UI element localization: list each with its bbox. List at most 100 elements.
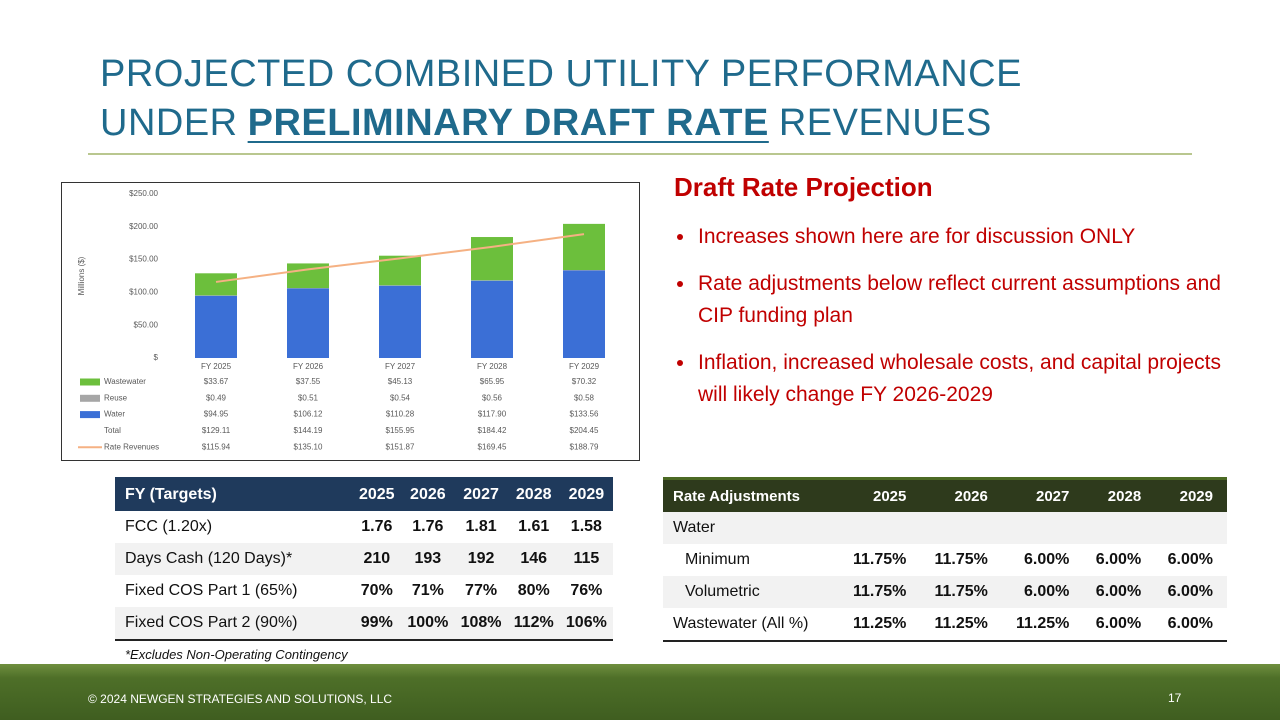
page-number: 17 [1168, 691, 1182, 705]
cell [1083, 512, 1156, 544]
y-tick-label: $100.00 [129, 288, 158, 297]
header-cell: 2029 [559, 477, 613, 511]
cell: 11.25% [920, 608, 1002, 642]
data-label: $94.95 [204, 410, 229, 419]
y-tick-label: $ [154, 353, 159, 362]
x-tick-label: FY 2028 [477, 362, 508, 371]
rate-table: Rate Adjustments 2025 2026 2027 2028 2029 Wate… [663, 477, 1227, 642]
header-row: Rate Adjustments 2025 2026 2027 2028 2029 [663, 477, 1227, 512]
legend-label: Wastewater [104, 377, 146, 386]
bar-segment [471, 280, 513, 358]
header-cell: FY (Targets) [115, 477, 353, 511]
bar-segment [379, 285, 421, 358]
cell: 11.75% [934, 551, 988, 568]
cell: 70% [360, 582, 393, 599]
row: Fixed COS Part 1 (65%) 70% 71% 77% 80% 76% [115, 575, 613, 607]
y-tick-label: $150.00 [129, 255, 158, 264]
data-label: $70.32 [572, 377, 597, 386]
header-cell: 2028 [507, 477, 560, 511]
data-label: $0.49 [206, 393, 227, 402]
cell: 1.81 [465, 518, 497, 535]
footer-band [0, 664, 1280, 720]
bar-segment [195, 295, 237, 358]
header-cell: 2028 [1083, 477, 1156, 512]
title: PROJECTED COMBINED UTILITY PERFORMANCE U… [100, 50, 1022, 148]
data-label: $110.28 [386, 410, 415, 419]
header-cell: 2027 [454, 477, 508, 511]
cell: 210 [352, 543, 402, 575]
legend-swatch [80, 394, 100, 402]
cell: 11.75% [920, 576, 1002, 608]
header-cell: 2026 [920, 477, 1002, 512]
cell: 11.25% [1001, 608, 1084, 642]
legend-swatch [80, 411, 100, 419]
data-label: $33.67 [204, 377, 229, 386]
line [215, 233, 585, 283]
x-tick-label: FY 2027 [385, 362, 416, 371]
title-text: REVENUES [778, 102, 992, 144]
y-tick-label: $250.00 [129, 189, 158, 198]
cell: 76% [570, 582, 603, 599]
data-label: $65.95 [480, 377, 505, 386]
x-tick-label: FY 2026 [293, 362, 324, 371]
cell: 112% [507, 607, 560, 641]
legend-label: Reuse [104, 393, 128, 402]
cell: 1.76 [412, 518, 444, 535]
cell: 80% [517, 582, 550, 599]
cell [1155, 512, 1227, 544]
cell: 193 [401, 543, 455, 575]
data-label: $133.56 [570, 410, 599, 419]
chart: $ $50.00 $100.00 $150.00 $200.00 $250.00 Milli… [77, 189, 605, 451]
data-label: $135.10 [294, 442, 323, 451]
cell: 1.58 [570, 518, 602, 535]
copyright: © 2024 NEWGEN STRATEGIES AND SOLUTIONS, … [88, 692, 393, 706]
cell: 99% [352, 607, 402, 641]
legend-label: Rate Revenues [104, 442, 159, 451]
data-label: $151.87 [386, 442, 415, 451]
data-label: $115.94 [202, 442, 231, 451]
data-label: $37.55 [296, 377, 321, 386]
targets-table: FY (Targets) 2025 2026 2027 2028 2029 FCC (1.2… [115, 477, 613, 641]
cell: Wastewater (All %) [663, 608, 839, 642]
cell: 6.00% [1024, 551, 1070, 568]
data-label: $0.54 [390, 393, 411, 402]
cell: 11.25% [838, 608, 921, 642]
cell: 6.00% [1155, 576, 1227, 608]
cell: 115 [559, 543, 613, 575]
header-cell: 2025 [838, 477, 921, 512]
row: Minimum 11.75% 11.75% 6.00% 6.00% 6.00% [663, 544, 1227, 576]
title-line: UNDER PRELIMINARY DRAFT RATE REVENUES [100, 99, 1022, 148]
row: Fixed COS Part 2 (90%) 99% 100% 108% 112% 106… [115, 607, 613, 641]
x-tick-label: FY 2025 [201, 362, 232, 371]
cell [1001, 512, 1084, 544]
data-label: $0.56 [482, 393, 503, 402]
cell: 71% [411, 582, 444, 599]
data-label: $155.95 [386, 426, 415, 435]
legend-label: Water [104, 410, 125, 419]
cell: 11.75% [838, 576, 921, 608]
header-cell: 2027 [1001, 477, 1084, 512]
cell: 11.75% [852, 551, 907, 568]
chart-frame: $ $50.00 $100.00 $150.00 $200.00 $250.00 Milli… [61, 182, 640, 461]
y-tick-label: $50.00 [134, 320, 159, 329]
cell [838, 512, 921, 544]
row: Water [663, 512, 1227, 544]
data-label: $169.45 [478, 442, 507, 451]
cell: Water [663, 512, 839, 544]
footnote: *Excludes Non-Operating Contingency [125, 647, 348, 662]
x-tick-label: FY 2029 [569, 362, 600, 371]
heading: Draft Rate Projection [674, 172, 933, 202]
cell: 77% [465, 582, 498, 599]
cell: Days Cash (120 Days)* [115, 543, 353, 575]
legend-swatch [80, 378, 100, 386]
y-tick-label: $200.00 [129, 222, 158, 231]
bar-segment [471, 237, 513, 281]
divider [88, 153, 1192, 155]
cell: 6.00% [1001, 576, 1084, 608]
header-cell: 2025 [352, 477, 402, 511]
cell: Fixed COS Part 2 (90%) [115, 607, 353, 641]
cell: FCC (1.20x) [125, 518, 213, 535]
projection: Draft Rate Projection Increases shown he… [674, 172, 1234, 426]
cell: 6.00% [1083, 576, 1156, 608]
